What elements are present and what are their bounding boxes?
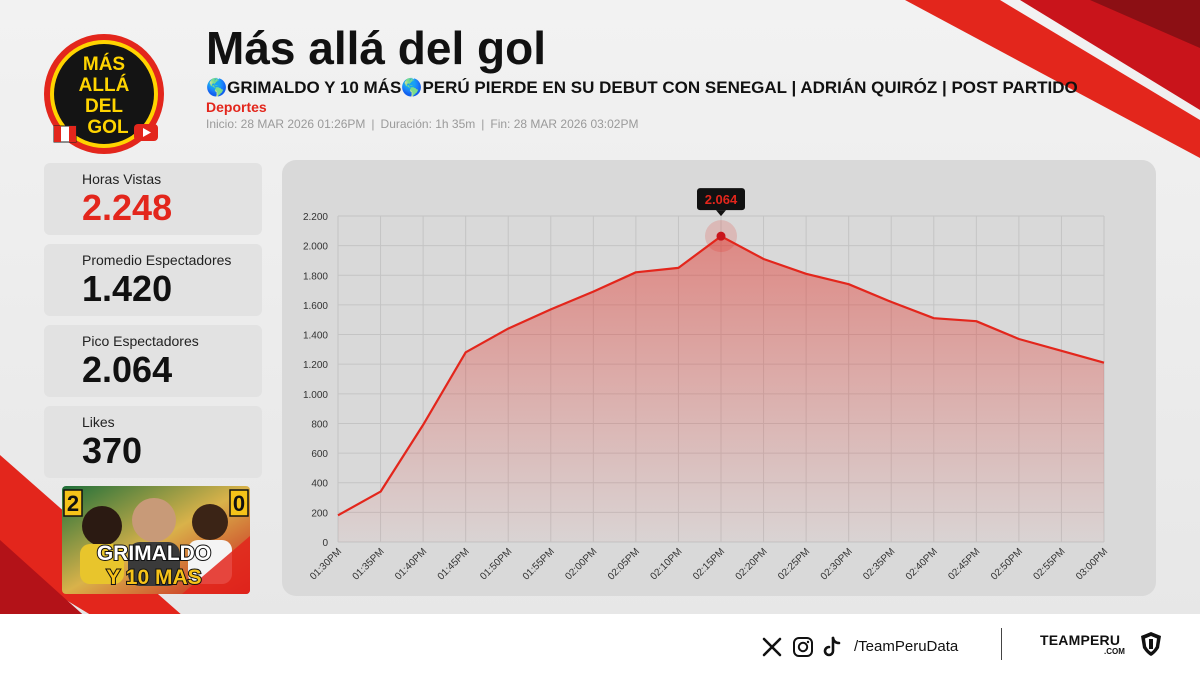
thumbnail-text-1: GRIMALDO xyxy=(97,542,211,565)
x-tick-label: 02:20PM xyxy=(734,546,770,582)
x-tick-label: 02:10PM xyxy=(648,546,684,582)
x-tick-label: 01:55PM xyxy=(521,546,557,582)
footer-divider xyxy=(1001,628,1002,660)
peak-label-box xyxy=(697,188,745,211)
brand-name: TEAMPERU xyxy=(1040,632,1121,648)
y-tick-label: 1.200 xyxy=(303,360,328,371)
x-tick-label: 02:40PM xyxy=(904,546,940,582)
brand-domain: .COM xyxy=(1104,647,1125,656)
tiktok-icon[interactable] xyxy=(822,636,842,658)
stat-label: Promedio Espectadores xyxy=(82,252,232,268)
category-label: Deportes xyxy=(206,99,267,115)
youtube-icon xyxy=(134,124,158,141)
instagram-icon[interactable] xyxy=(792,636,814,658)
score-left: 2 xyxy=(67,491,79,516)
logo-line-3: DEL xyxy=(85,96,123,117)
peru-flag-icon xyxy=(53,125,77,143)
y-tick-label: 0 xyxy=(322,538,328,549)
stat-card-peak-viewers: Pico Espectadores 2.064 xyxy=(44,325,262,397)
x-tick-label: 02:00PM xyxy=(563,546,599,582)
footer xyxy=(0,614,1200,675)
area-fill xyxy=(338,236,1104,542)
page-title: Más allá del gol xyxy=(206,22,546,74)
x-icon[interactable] xyxy=(761,636,783,658)
stat-label: Pico Espectadores xyxy=(82,333,199,349)
stat-label: Likes xyxy=(82,414,115,430)
x-tick-label: 01:40PM xyxy=(393,546,429,582)
end-time: Fin: 28 MAR 2026 03:02PM xyxy=(490,117,639,131)
x-tick-label: 01:30PM xyxy=(308,546,344,582)
x-tick-label: 02:55PM xyxy=(1031,546,1067,582)
x-tick-label: 02:45PM xyxy=(946,546,982,582)
meta-separator: | xyxy=(481,117,485,131)
stat-card-likes: Likes 370 xyxy=(44,406,262,478)
y-tick-label: 800 xyxy=(311,419,328,430)
stat-value: 1.420 xyxy=(82,268,173,309)
start-time: Inicio: 28 MAR 2026 01:26PM xyxy=(206,117,366,131)
y-tick-label: 1.600 xyxy=(303,301,328,312)
peak-point xyxy=(716,231,726,241)
logo-line-2: ALLÁ xyxy=(79,74,130,96)
stat-card-hours-watched: Horas Vistas 2.248 xyxy=(44,163,262,235)
y-tick-label: 1.400 xyxy=(303,331,328,342)
stat-card-average-viewers: Promedio Espectadores 1.420 xyxy=(44,244,262,316)
stream-meta: Inicio: 28 MAR 2026 01:26PM | Duración: 1h… xyxy=(206,117,638,131)
score-right: 0 xyxy=(233,491,245,516)
stream-title: 🌎GRIMALDO Y 10 MÁS🌎PERÚ PIERDE EN SU DEB… xyxy=(206,78,1078,97)
y-tick-label: 400 xyxy=(311,479,328,490)
stat-value: 2.064 xyxy=(82,349,173,390)
viewers-chart: 0 200 400 600 800 1.000 1.200 1.400 1.600 1.800 2.… xyxy=(303,188,1110,582)
x-tick-label: 03:00PM xyxy=(1074,546,1110,582)
stat-value: 370 xyxy=(82,430,143,471)
y-tick-label: 200 xyxy=(311,508,328,519)
logo-line-4: GOL xyxy=(87,117,129,138)
y-tick-label: 600 xyxy=(311,449,328,460)
peak-label: 2.064 xyxy=(705,192,738,207)
duration: Duración: 1h 35m xyxy=(380,117,476,131)
meta-separator: | xyxy=(371,117,375,131)
channel-logo: MÁS ALLÁ DEL GOL xyxy=(44,34,164,154)
logo-line-1: MÁS xyxy=(83,53,125,75)
x-tick-label: 02:05PM xyxy=(606,546,642,582)
stat-label: Horas Vistas xyxy=(82,171,162,187)
x-tick-label: 01:45PM xyxy=(436,546,472,582)
x-tick-label: 02:25PM xyxy=(776,546,812,582)
y-tick-label: 2.200 xyxy=(303,212,328,223)
chart-panel: 0 200 400 600 800 1.000 1.200 1.400 1.600 1.800 2.… xyxy=(282,160,1156,596)
social-handle[interactable]: /TeamPeruData xyxy=(854,638,959,655)
x-tick-label: 01:35PM xyxy=(351,546,387,582)
shield-icon xyxy=(1141,632,1161,656)
peak-label-pointer xyxy=(716,210,726,217)
video-thumbnail[interactable]: 2 0 GRIMALDO Y 10 MAS xyxy=(62,486,250,594)
x-tick-label: 02:35PM xyxy=(861,546,897,582)
y-tick-label: 1.000 xyxy=(303,390,328,401)
x-tick-label: 02:50PM xyxy=(989,546,1025,582)
x-tick-label: 02:15PM xyxy=(691,546,727,582)
x-tick-label: 02:30PM xyxy=(819,546,855,582)
x-tick-label: 01:50PM xyxy=(478,546,514,582)
stat-value: 2.248 xyxy=(82,187,173,228)
y-tick-label: 1.800 xyxy=(303,271,328,282)
y-tick-label: 2.000 xyxy=(303,242,328,253)
thumbnail-text-2: Y 10 MAS xyxy=(106,566,201,589)
